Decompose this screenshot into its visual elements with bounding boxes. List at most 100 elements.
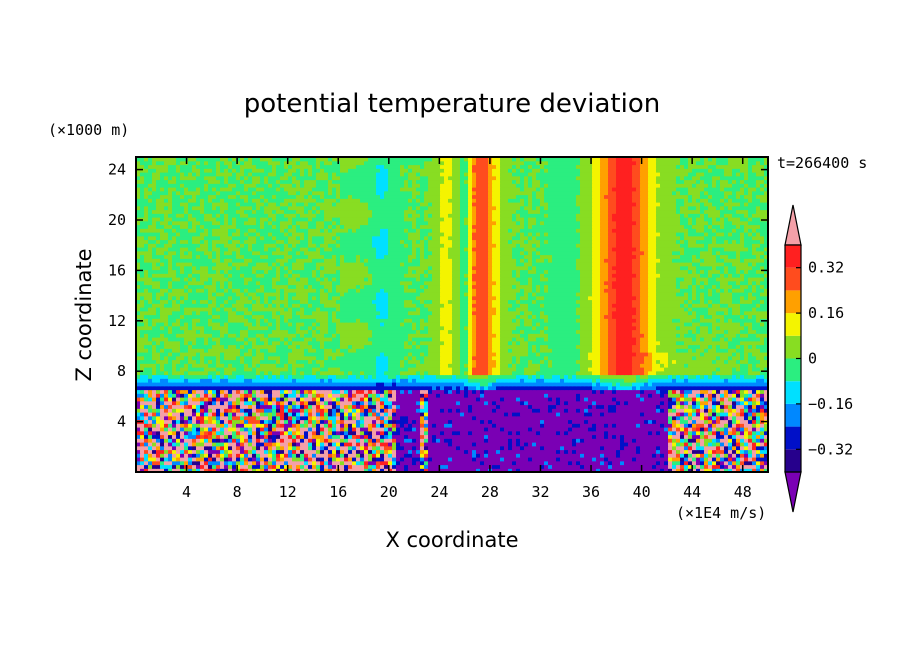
heatmap-cell	[424, 374, 429, 379]
heatmap-cell	[140, 363, 145, 368]
heatmap-cell	[296, 385, 301, 391]
heatmap-cell	[688, 445, 693, 451]
heatmap-cell	[136, 374, 141, 379]
heatmap-cell	[436, 378, 441, 383]
heatmap-cell	[476, 449, 481, 454]
heatmap-cell	[436, 374, 441, 379]
heatmap-cell	[236, 445, 241, 451]
heatmap-cell	[348, 445, 353, 451]
heatmap-cell	[152, 385, 157, 391]
heatmap-cell	[544, 397, 549, 402]
heatmap-cell	[608, 378, 613, 383]
heatmap-cell	[540, 393, 545, 398]
heatmap-cell	[628, 415, 633, 421]
heatmap-cell	[608, 460, 613, 466]
heatmap-cell	[360, 430, 365, 436]
heatmap-cell	[464, 419, 469, 424]
heatmap-cell	[484, 419, 489, 424]
heatmap-cell	[216, 400, 221, 406]
heatmap-cell	[584, 359, 589, 364]
heatmap-cell	[608, 430, 613, 436]
heatmap-cell	[728, 453, 733, 458]
heatmap-cell	[144, 423, 149, 428]
heatmap-cell	[328, 453, 333, 458]
heatmap-cell	[216, 453, 221, 458]
heatmap-cell	[148, 415, 153, 421]
heatmap-cell	[292, 445, 297, 451]
heatmap-cell	[756, 442, 761, 447]
heatmap-cell	[136, 460, 141, 466]
heatmap-cell	[304, 393, 309, 398]
heatmap-cell	[428, 427, 433, 432]
heatmap-cell	[432, 445, 437, 451]
heatmap-cell	[676, 393, 681, 398]
heatmap-cell	[532, 453, 537, 458]
heatmap-cell	[484, 457, 489, 462]
heatmap-cell	[192, 449, 197, 454]
heatmap-cell	[384, 400, 389, 406]
heatmap-cell	[264, 442, 269, 447]
heatmap-cell	[324, 404, 329, 409]
heatmap-cell	[380, 449, 385, 454]
heatmap-cell	[272, 352, 277, 357]
heatmap-cell	[148, 449, 153, 454]
heatmap-cell	[208, 423, 213, 428]
heatmap-cell	[664, 438, 669, 443]
heatmap-cell	[636, 457, 641, 462]
heatmap-cell	[216, 367, 221, 372]
heatmap-cell	[732, 430, 737, 436]
heatmap-cell	[476, 378, 481, 383]
heatmap-cell	[652, 393, 657, 398]
heatmap-cell	[576, 427, 581, 432]
heatmap-cell	[532, 468, 537, 472]
heatmap-cell	[232, 430, 237, 436]
heatmap-cell	[164, 449, 169, 454]
heatmap-cell	[284, 355, 289, 361]
heatmap-cell	[244, 438, 249, 443]
heatmap-cell	[144, 400, 149, 406]
heatmap-cell	[204, 438, 209, 443]
heatmap-cell	[432, 393, 437, 398]
heatmap-cell	[408, 389, 413, 394]
heatmap-cell	[596, 438, 601, 443]
heatmap-cell	[200, 400, 205, 406]
heatmap-cell	[312, 423, 317, 428]
heatmap-cell	[468, 393, 473, 398]
heatmap-cell	[600, 374, 605, 379]
heatmap-cell	[556, 453, 561, 458]
heatmap-cell	[368, 378, 373, 383]
heatmap-cell	[308, 359, 313, 364]
heatmap-cell	[288, 393, 293, 398]
heatmap-cell	[360, 397, 365, 402]
heatmap-cell	[756, 457, 761, 462]
heatmap-cell	[452, 393, 457, 398]
heatmap-cell	[156, 378, 161, 383]
heatmap-cell	[288, 419, 293, 424]
heatmap-cell	[264, 457, 269, 462]
heatmap-cell	[668, 430, 673, 436]
heatmap-cell	[208, 415, 213, 421]
heatmap-cell	[252, 430, 257, 436]
heatmap-cell	[712, 423, 717, 428]
heatmap-cell	[268, 464, 273, 469]
heatmap-cell	[580, 449, 585, 454]
heatmap-cell	[476, 359, 481, 364]
heatmap-cell	[252, 457, 257, 462]
heatmap-cell	[368, 438, 373, 443]
heatmap-cell	[716, 408, 721, 413]
heatmap-cell	[168, 430, 173, 436]
heatmap-cell	[744, 363, 749, 368]
heatmap-cell	[520, 445, 525, 451]
heatmap-cell	[412, 385, 417, 391]
heatmap-cell	[204, 419, 209, 424]
heatmap-cell	[168, 370, 173, 376]
heatmap-cell	[168, 400, 173, 406]
heatmap-cell	[556, 434, 561, 439]
heatmap-cell	[436, 442, 441, 447]
heatmap-cell	[364, 374, 369, 379]
heatmap-cell	[656, 389, 661, 394]
heatmap-cell	[528, 370, 533, 376]
heatmap-cell	[520, 423, 525, 428]
heatmap-cell	[432, 434, 437, 439]
heatmap-cell	[416, 370, 421, 376]
